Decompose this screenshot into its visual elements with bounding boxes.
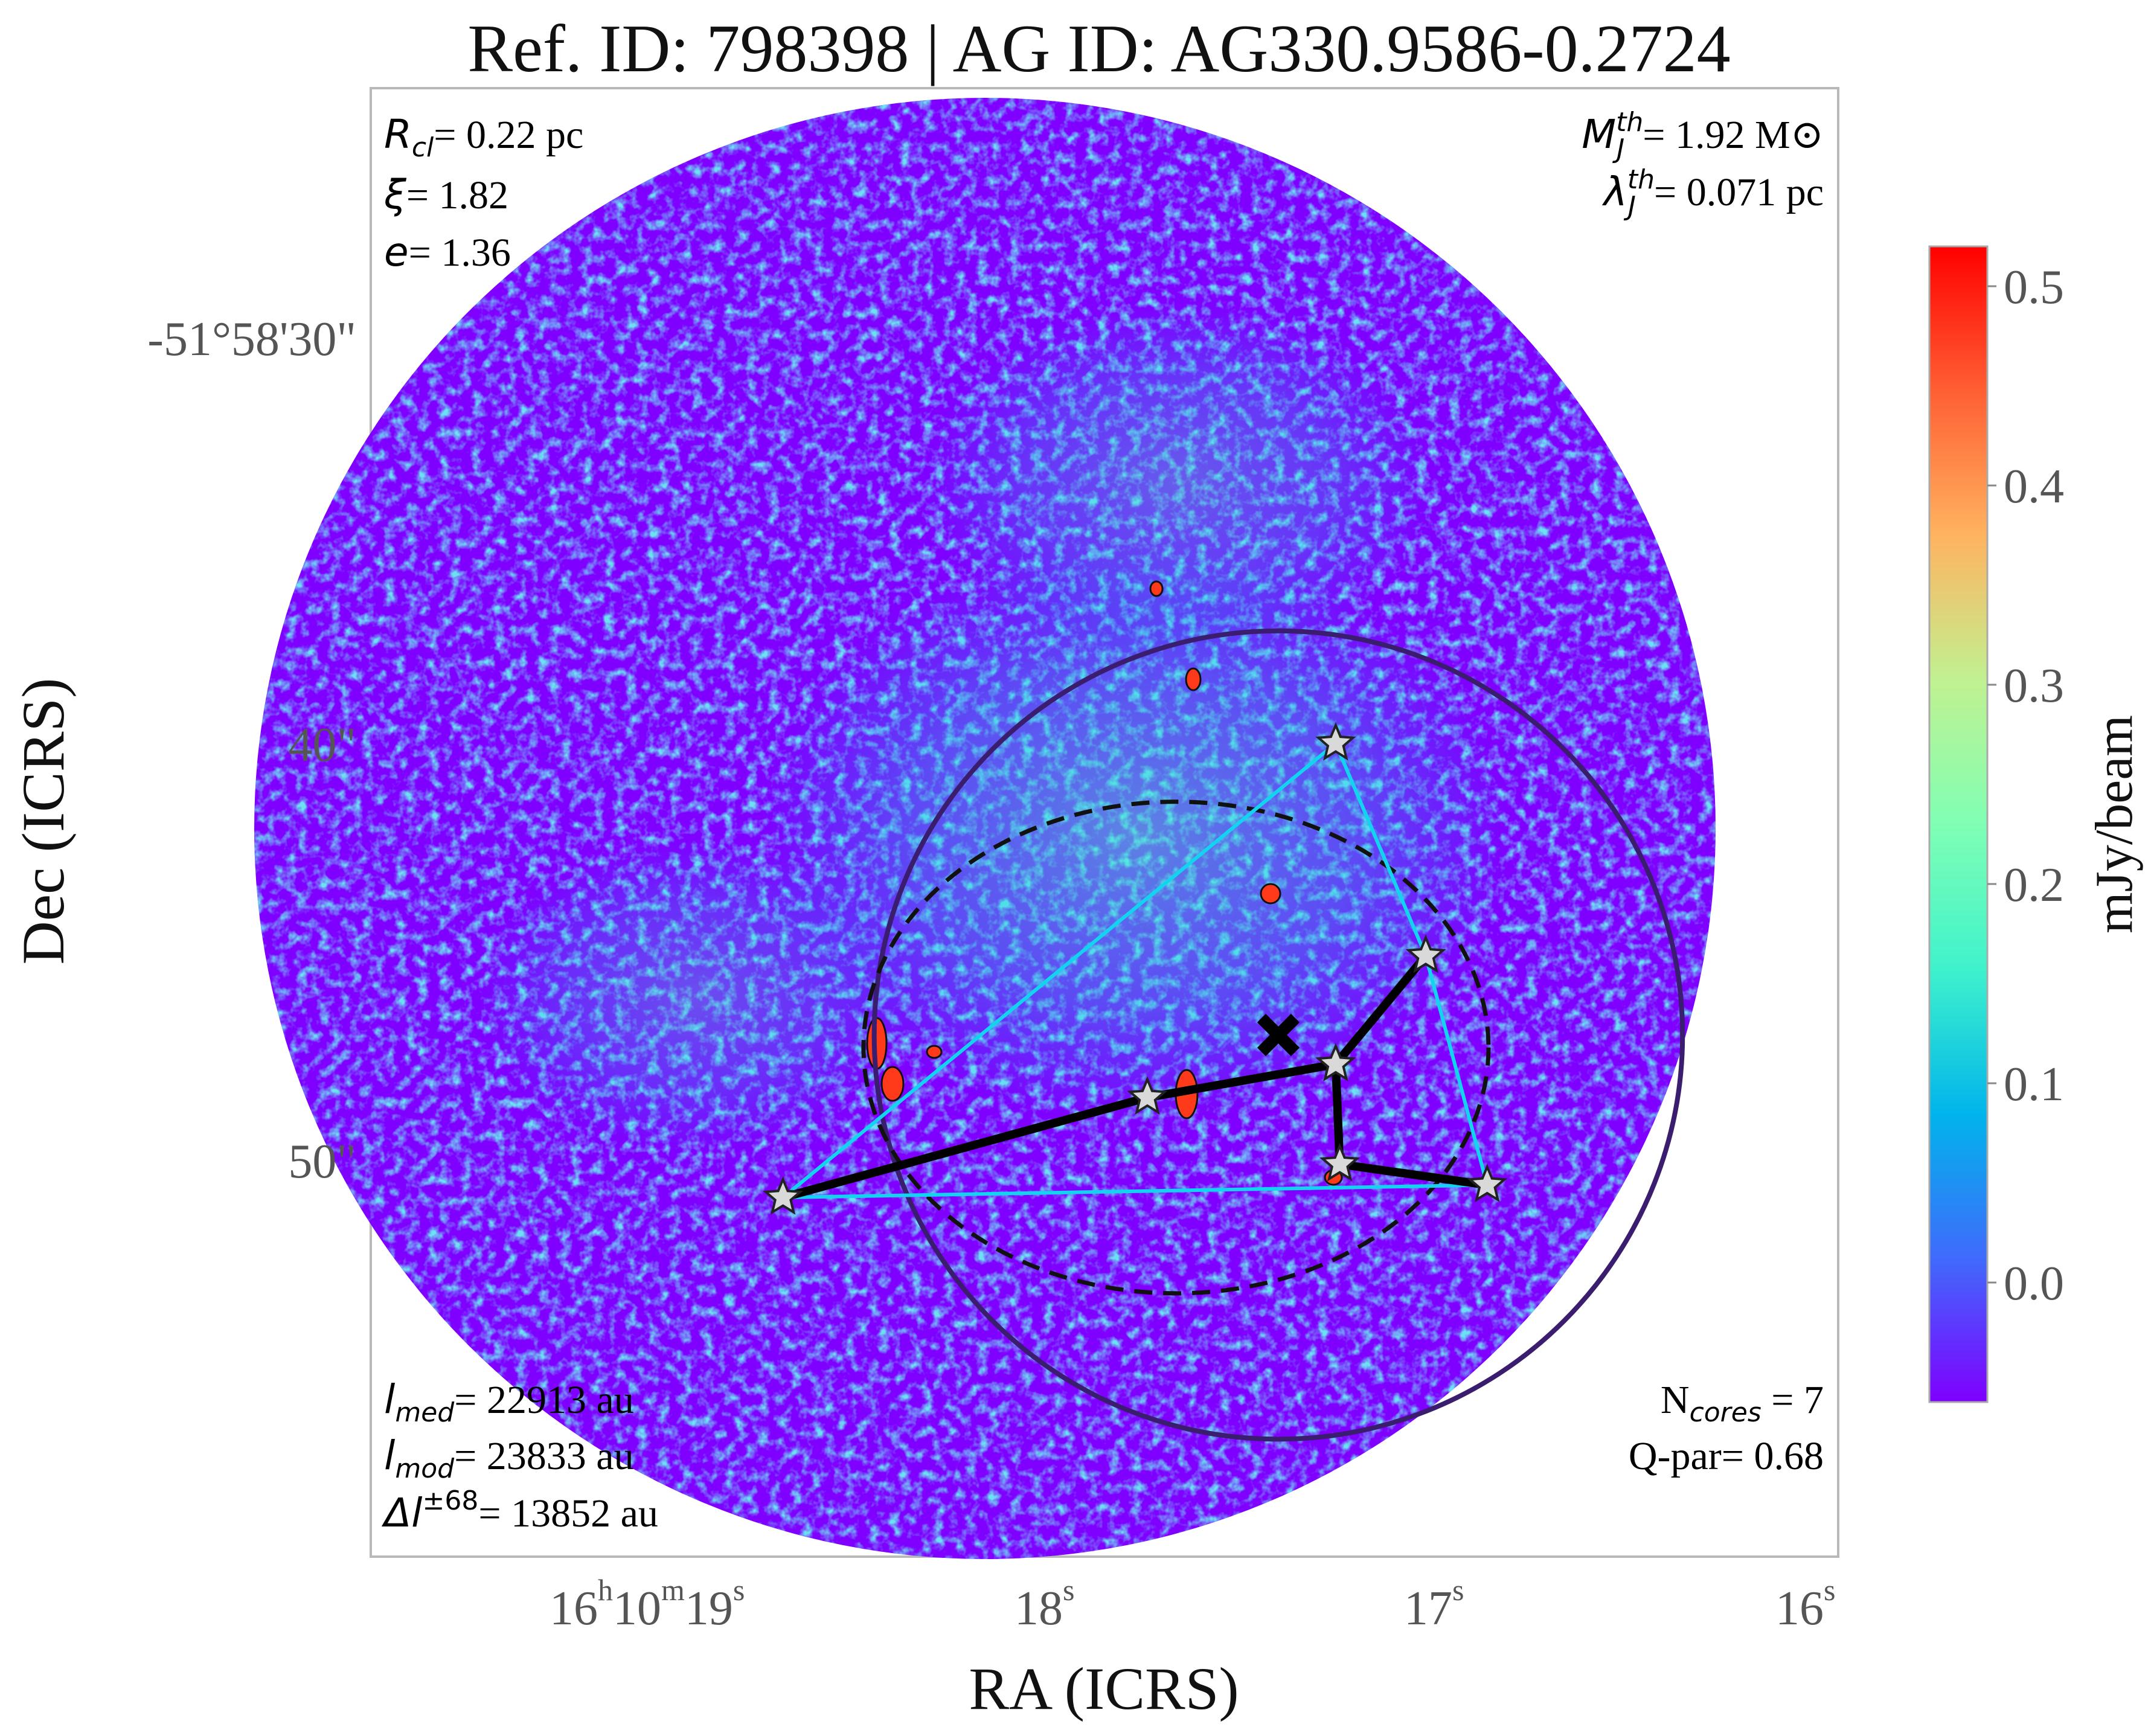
- annotation-ncores: Ncores = 7: [1661, 1378, 1824, 1428]
- annotation-delta-l: Δl±68= 13852 au: [381, 1485, 658, 1536]
- colorbar-bar: [1928, 245, 1989, 1403]
- annotation-e: e= 1.36: [384, 229, 511, 275]
- mst-edge: [1143, 1060, 1340, 1102]
- y-tick-label: 50": [288, 1135, 356, 1188]
- emission-peak: [1149, 580, 1164, 597]
- mst-edge: [1335, 1160, 1492, 1190]
- colorbar-tick-label: 0.5: [2004, 261, 2064, 314]
- annotation-l-med: lmed= 22913 au: [384, 1376, 634, 1428]
- core-star-marker: [1319, 1142, 1361, 1182]
- core-star-marker: [1315, 1043, 1356, 1081]
- core-star-marker: [763, 1176, 804, 1215]
- annotation-l-mod: lmod= 23833 au: [384, 1432, 634, 1484]
- annotation-lj: λth J = 0.071 pc: [1602, 164, 1824, 222]
- annotation-mj: Mth J = 1.92 M⊙: [1582, 107, 1824, 164]
- x-tick-labels: 16h10m19s 18s 17s 16s: [550, 1573, 1835, 1635]
- core-star-marker: [1467, 1164, 1508, 1203]
- cluster-circle: [871, 628, 1685, 1442]
- annotations: Rcl= 0.22 pc ξ= 1.82 e= 1.36 Mth J = 1.92 …: [381, 107, 1824, 1536]
- x-tick-label-19s: 16h10m19s: [550, 1573, 745, 1635]
- x-axis-label: RA (ICRS): [969, 1655, 1239, 1722]
- y-tick-label: 40": [288, 719, 356, 772]
- core-star-marker: [1315, 722, 1356, 761]
- annotation-q-par: Q-par= 0.68: [1629, 1434, 1824, 1478]
- x-tick-label-17s: 17s: [1404, 1573, 1464, 1635]
- annotation-xi: ξ= 1.82: [383, 171, 508, 218]
- emission-peak: [1260, 883, 1281, 905]
- colorbar-tick-label: 0.2: [2004, 859, 2064, 912]
- colorbar-tick-label: 0.4: [2004, 460, 2064, 513]
- figure-title: Ref. ID: 798398 | AG ID: AG330.9586-0.27…: [467, 11, 1730, 86]
- emission-peak: [1185, 667, 1202, 691]
- mst-edge: [1331, 952, 1431, 1069]
- core-star-marker: [1127, 1076, 1168, 1115]
- colorbar-tick-label: 0.3: [2004, 659, 2064, 713]
- y-tick-labels: -51°58'30" 40" 50": [147, 313, 356, 1188]
- y-axis-label: Dec (ICRS): [10, 678, 77, 965]
- emission-peak: [880, 1066, 905, 1102]
- colorbar-label: mJy/beam: [2085, 715, 2144, 934]
- colorbar-tick-label: 0.0: [2004, 1257, 2064, 1310]
- annotation-r-cl: Rcl= 0.22 pc: [384, 111, 583, 163]
- mst-edge: [778, 1093, 1152, 1202]
- y-tick-label: -51°58'30": [147, 313, 356, 366]
- cluster-center-marker: [1257, 1014, 1300, 1057]
- colorbar-tick-label: 0.1: [2004, 1058, 2064, 1111]
- emission-peak: [926, 1045, 943, 1059]
- fit-ellipse-dashed: [861, 799, 1491, 1296]
- x-tick-label-18s: 18s: [1015, 1573, 1074, 1635]
- core-star-marker: [1405, 934, 1446, 973]
- continuum-map: [254, 98, 1716, 1559]
- x-tick-label-16s: 16s: [1775, 1573, 1835, 1635]
- colorbar: 0.5 0.4 0.3 0.2 0.1 0.0 mJy/beam: [1928, 245, 2144, 1403]
